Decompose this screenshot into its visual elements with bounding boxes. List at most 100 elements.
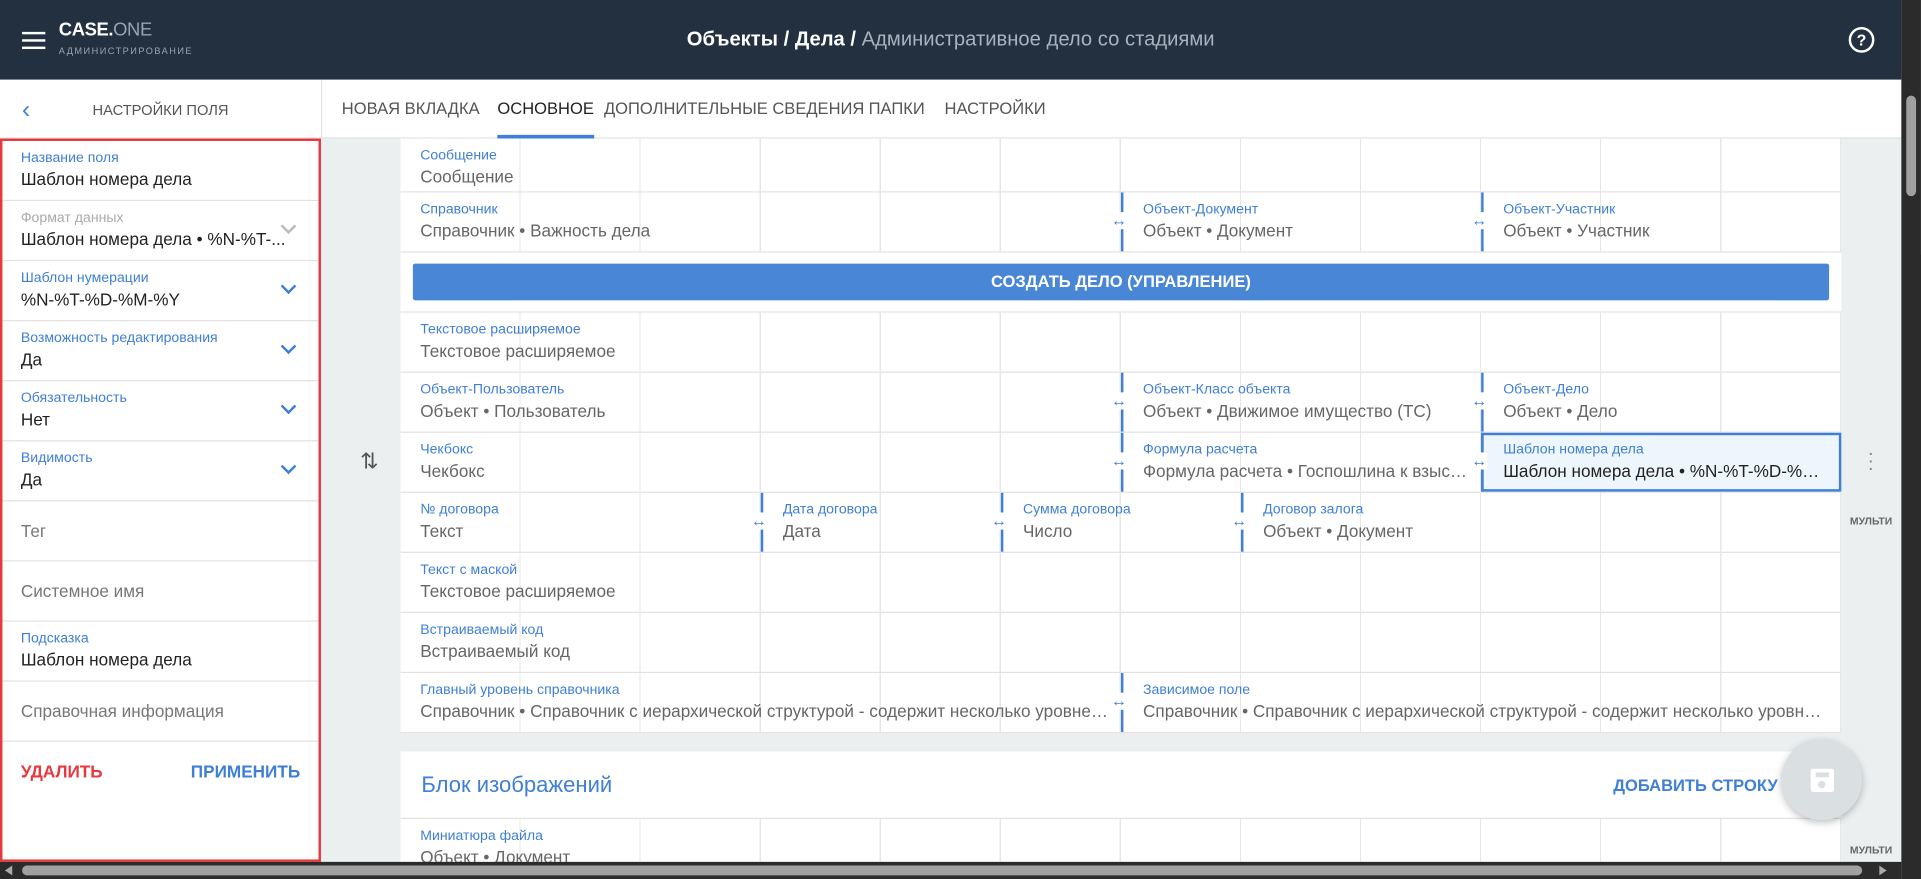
form-field-cell[interactable]: Миниатюра файла Объект • Документ: [401, 819, 1842, 862]
form-field-cell[interactable]: ↔ Объект-Участник Объект • Участник: [1471, 192, 1841, 252]
breadcrumb-path[interactable]: Объекты / Дела /: [686, 28, 862, 51]
resize-horizontal-icon[interactable]: ↔: [1111, 691, 1128, 710]
field-label: Название поля: [20, 150, 119, 166]
tab-0[interactable]: НОВАЯ ВКЛАДКА: [341, 99, 480, 118]
panel-title: НАСТРОЙКИ ПОЛЯ: [92, 101, 229, 119]
cell-label: № договора: [420, 502, 499, 518]
resize-horizontal-icon[interactable]: ↔: [1231, 511, 1248, 530]
button-row: СОЗДАТЬ ДЕЛО (УПРАВЛЕНИЕ): [400, 253, 1842, 313]
field-value[interactable]: Шаблон номера дела • %N-%T-...: [20, 229, 286, 249]
swap-vertical-icon[interactable]: ⇅: [360, 448, 379, 474]
back-chevron-icon[interactable]: ‹: [22, 96, 31, 124]
menu-icon[interactable]: [22, 31, 46, 50]
create-case-button[interactable]: СОЗДАТЬ ДЕЛО (УПРАВЛЕНИЕ): [412, 263, 1830, 301]
settings-field[interactable]: Справочная информация: [2, 682, 319, 742]
multi-label[interactable]: МУЛЬТИ: [1849, 843, 1893, 856]
field-value[interactable]: Да: [20, 469, 42, 490]
field-settings-panel: ‹ НАСТРОЙКИ ПОЛЯ Название поля Шаблон ном…: [0, 79, 321, 862]
form-row: Миниатюра файла Объект • Документ: [400, 818, 1842, 862]
cell-value: Число: [1022, 521, 1073, 541]
cell-value: Объект • Дело: [1503, 400, 1618, 421]
settings-field[interactable]: Название поля Шаблон номера дела: [2, 141, 319, 202]
field-label: Видимость: [20, 451, 93, 466]
form-field-cell[interactable]: ↔ Сумма договора Число: [991, 492, 1241, 552]
cell-label: Шаблон номера дела: [1503, 442, 1644, 458]
tab-2[interactable]: ДОПОЛНИТЕЛЬНЫЕ СВЕДЕНИЯ: [603, 99, 865, 118]
form-field-cell[interactable]: Главный уровень справочника Справочник • …: [401, 673, 1121, 732]
form-field-cell[interactable]: ↔ Дата договора Дата: [750, 492, 1001, 552]
cell-label: Сумма договора: [1022, 502, 1131, 518]
cell-value: Объект • Документ: [420, 847, 571, 862]
delete-button[interactable]: УДАЛИТЬ: [20, 761, 103, 781]
resize-horizontal-icon[interactable]: ↔: [1471, 451, 1488, 470]
vertical-scrollbar[interactable]: [1901, 0, 1921, 879]
form-row: Встраиваемый код Встраиваемый код: [400, 613, 1842, 674]
resize-horizontal-icon[interactable]: ↔: [991, 511, 1008, 530]
form-field-cell[interactable]: Сообщение Сообщение: [401, 139, 1842, 192]
help-icon[interactable]: ?: [1848, 26, 1875, 53]
cell-value: Объект • Пользователь: [420, 400, 606, 421]
tab-1[interactable]: ОСНОВНОЕ: [497, 99, 594, 139]
logo-main: CASE.: [58, 19, 114, 41]
field-value[interactable]: Нет: [20, 409, 51, 430]
field-label: Обязательность: [20, 391, 127, 406]
horizontal-scrollbar[interactable]: [0, 861, 1902, 879]
resize-horizontal-icon[interactable]: ↔: [1111, 391, 1128, 410]
form-field-cell[interactable]: Встраиваемый код Встраиваемый код: [401, 613, 1842, 672]
form-field-cell[interactable]: ↔ Объект-Класс объекта Объект • Движимое и…: [1111, 372, 1481, 432]
form-field-cell[interactable]: ↔ Объект-Дело Объект • Дело: [1471, 372, 1841, 432]
cell-value: Текст: [420, 521, 464, 541]
settings-field[interactable]: Возможность редактирования Да: [2, 321, 319, 382]
settings-field[interactable]: Обязательность Нет: [2, 381, 319, 442]
field-placeholder[interactable]: Системное имя: [20, 581, 145, 601]
form-field-cell[interactable]: Справочник Справочник • Важность дела: [401, 192, 1121, 251]
field-value[interactable]: Шаблон номера дела: [20, 649, 192, 670]
logo-subtitle: АДМИНИСТРИРОВАНИЕ: [58, 45, 194, 57]
resize-horizontal-icon[interactable]: ↔: [750, 511, 767, 530]
apply-button[interactable]: ПРИМЕНИТЬ: [190, 761, 301, 781]
field-placeholder[interactable]: Справочная информация: [20, 701, 224, 721]
resize-horizontal-icon[interactable]: ↔: [1471, 391, 1488, 410]
form-row: Текст с маской Текстовое расширяемое: [400, 552, 1842, 613]
cell-value: Встраиваемый код: [420, 641, 571, 661]
more-vert-icon[interactable]: · · ·: [1867, 443, 1874, 480]
tab-3[interactable]: ПАПКИ: [868, 99, 925, 118]
resize-horizontal-icon[interactable]: ↔: [1111, 451, 1128, 470]
field-value[interactable]: %N-%T-%D-%M-%Y: [20, 289, 180, 309]
cell-label: Объект-Участник: [1503, 202, 1616, 218]
form-field-cell[interactable]: ↔ Объект-Документ Объект • Документ: [1111, 192, 1481, 252]
settings-field[interactable]: Видимость Да: [2, 441, 319, 502]
form-field-cell[interactable]: Текст с маской Текстовое расширяемое: [401, 553, 1842, 612]
field-value[interactable]: Шаблон номера дела: [20, 169, 192, 189]
field-value[interactable]: Да: [20, 349, 42, 370]
add-row-button[interactable]: ДОБАВИТЬ СТРОКУ: [1613, 776, 1778, 795]
form-field-cell[interactable]: Чекбокс Чекбокс: [401, 433, 1121, 492]
form-field-cell[interactable]: № договора Текст: [401, 493, 761, 552]
form-row: Объект-Пользователь Объект • Пользователь…: [400, 372, 1842, 433]
cell-label: Объект-Дело: [1503, 382, 1589, 398]
multi-label[interactable]: МУЛЬТИ: [1849, 514, 1893, 528]
cell-label: Объект-Документ: [1143, 202, 1259, 218]
form-field-cell[interactable]: ↔ Формула расчета Формула расчета • Госпош…: [1111, 432, 1481, 492]
settings-field[interactable]: Системное имя: [2, 562, 319, 622]
resize-horizontal-icon[interactable]: ↔: [1111, 210, 1128, 230]
resize-horizontal-icon[interactable]: ↔: [1471, 210, 1488, 230]
settings-field[interactable]: Тег: [2, 501, 319, 562]
cell-value: Дата: [782, 521, 821, 541]
settings-field[interactable]: Подсказка Шаблон номера дела: [2, 622, 319, 682]
cell-value: Сообщение: [420, 166, 514, 187]
field-placeholder[interactable]: Тег: [20, 521, 47, 541]
tab-4[interactable]: НАСТРОЙКИ: [944, 99, 1046, 118]
form-field-cell[interactable]: Объект-Пользователь Объект • Пользователь: [401, 373, 1121, 432]
form-field-cell[interactable]: ↔ Договор залога Объект • Документ: [1231, 492, 1841, 552]
settings-field[interactable]: Формат данных Шаблон номера дела • %N-%T-…: [2, 201, 319, 262]
form-field-cell[interactable]: Текстовое расширяемое Текстовое расширяем…: [401, 313, 1842, 372]
field-label: Формат данных: [20, 210, 124, 226]
cell-value: Текстовое расширяемое: [420, 581, 616, 601]
save-button[interactable]: [1781, 739, 1863, 821]
settings-field[interactable]: Шаблон нумерации %N-%T-%D-%M-%Y: [2, 261, 319, 322]
cell-value: Объект • Движимое имущество (ТС): [1143, 400, 1432, 421]
form-field-cell[interactable]: ↔ Зависимое поле Справочник • Справочник с…: [1111, 673, 1841, 732]
cell-value: Справочник • Справочник с иерархической …: [420, 701, 1121, 721]
form-field-cell[interactable]: ↔ Шаблон номера дела Шаблон номера дела • …: [1471, 432, 1842, 492]
